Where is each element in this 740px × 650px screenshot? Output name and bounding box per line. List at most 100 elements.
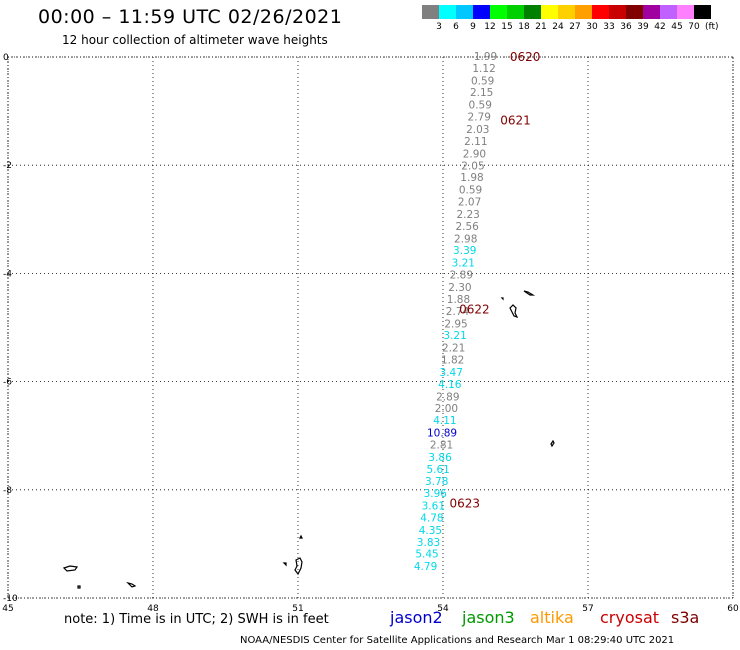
wave-height-value: 2.03 <box>466 124 489 136</box>
wave-height-value: 2.56 <box>455 221 479 233</box>
color-tick-label: 21 <box>535 22 547 32</box>
wave-height-value: 3.61 <box>422 501 445 513</box>
map-subtitle: 12 hour collection of altimeter wave hei… <box>62 33 328 47</box>
island-outline <box>299 534 303 539</box>
color-tick-label: 70 <box>688 22 700 32</box>
color-swatch <box>626 5 643 19</box>
color-tick-label: 42 <box>654 22 666 32</box>
color-swatch <box>660 5 677 19</box>
credit-line: NOAA/NESDIS Center for Satellite Applica… <box>240 635 675 646</box>
color-swatch <box>677 5 694 19</box>
island-outline <box>77 585 81 589</box>
color-swatch <box>609 5 626 19</box>
color-tick-label: 24 <box>552 22 564 32</box>
wave-height-value: 0.59 <box>471 75 494 87</box>
color-swatch <box>558 5 575 19</box>
color-tick-label: 33 <box>603 22 615 32</box>
wave-height-value: 2.00 <box>435 403 458 415</box>
footnote: note: 1) Time is in UTC; 2) SWH is in fe… <box>64 612 329 627</box>
pass-time-label: 0622 <box>459 303 490 317</box>
wave-height-value: 5.61 <box>426 464 449 476</box>
island-outline <box>523 290 536 296</box>
island-outline <box>126 581 137 588</box>
color-tick-label: 45 <box>671 22 683 32</box>
satellite-legend-item: cryosat <box>600 608 660 627</box>
x-tick-label: 60 <box>727 604 739 614</box>
wave-height-value: 3.86 <box>428 452 452 464</box>
wave-height-value: 2.30 <box>448 282 471 294</box>
color-tick-label: 15 <box>501 22 513 32</box>
island-outline <box>500 297 504 301</box>
pass-time-label: 0621 <box>500 113 531 127</box>
wave-height-value: 2.21 <box>442 343 465 355</box>
color-swatch <box>439 5 456 19</box>
wave-height-value: 1.98 <box>460 172 483 184</box>
island-outline <box>294 557 303 576</box>
x-tick-label: 54 <box>437 604 449 614</box>
color-swatch <box>422 5 439 19</box>
x-tick-label: 45 <box>2 604 13 614</box>
unit-label: (ft) <box>705 22 719 32</box>
pass-time-label: 0623 <box>449 496 480 510</box>
color-swatch <box>592 5 609 19</box>
y-tick-label: 0 <box>3 53 9 63</box>
island-outline <box>62 565 79 572</box>
x-tick-label: 51 <box>292 604 303 614</box>
color-swatch <box>456 5 473 19</box>
wave-height-value: 3.21 <box>452 258 475 270</box>
wave-height-value: 3.21 <box>443 330 466 342</box>
wave-height-value: 1.99 <box>474 51 497 63</box>
wave-height-value: 2.95 <box>444 318 467 330</box>
island-outline <box>550 439 555 448</box>
color-swatch <box>643 5 660 19</box>
satellite-legend-item: altika <box>530 608 574 627</box>
wave-height-value: 3.39 <box>453 245 476 257</box>
wave-height-value: 2.23 <box>456 209 479 221</box>
wave-height-value: 2.07 <box>458 197 481 209</box>
color-tick-label: 39 <box>637 22 649 32</box>
wave-height-value: 5.45 <box>415 549 438 561</box>
y-tick-label: -2 <box>3 161 12 171</box>
map-title: 00:00 – 11:59 UTC 02/26/2021 <box>38 6 343 28</box>
wave-height-value: 2.89 <box>450 270 473 282</box>
y-tick-label: -10 <box>3 594 18 604</box>
wave-height-value: 2.98 <box>454 233 477 245</box>
x-tick-label: 57 <box>582 604 593 614</box>
island-outline <box>509 304 519 319</box>
island-outline <box>282 562 287 567</box>
color-swatch <box>575 5 592 19</box>
wave-height-value: 0.59 <box>459 185 482 197</box>
wave-height-value: 0.59 <box>469 100 492 112</box>
color-tick-label: 6 <box>453 22 459 32</box>
y-tick-label: -6 <box>3 378 12 388</box>
wave-height-value: 2.81 <box>430 439 453 451</box>
color-tick-label: 12 <box>484 22 496 32</box>
y-tick-label: -4 <box>3 269 12 279</box>
wave-height-value: 3.96 <box>424 488 448 500</box>
wave-height-value: 1.82 <box>441 355 464 367</box>
wave-height-value: 3.83 <box>417 537 440 549</box>
color-swatch <box>524 5 541 19</box>
wave-height-value: 1.88 <box>447 294 470 306</box>
wave-height-value: 2.05 <box>461 160 484 172</box>
color-tick-label: 18 <box>518 22 530 32</box>
satellite-legend-item: jason2 <box>390 608 443 627</box>
color-swatch <box>473 5 490 19</box>
color-tick-label: 9 <box>470 22 476 32</box>
color-swatch <box>694 5 711 19</box>
wave-height-value: 4.78 <box>420 512 443 524</box>
wave-height-value: 10.89 <box>427 428 457 440</box>
wave-height-value: 4.16 <box>438 379 462 391</box>
wave-height-value: 3.47 <box>440 367 463 379</box>
color-tick-label: 30 <box>586 22 598 32</box>
satellite-legend-item: s3a <box>671 608 700 627</box>
color-swatch <box>507 5 524 19</box>
y-tick-label: -8 <box>3 486 12 496</box>
plot-frame <box>7 56 734 599</box>
wave-height-value: 4.11 <box>433 415 456 427</box>
x-tick-label: 48 <box>147 604 159 614</box>
color-swatch <box>490 5 507 19</box>
pass-time-label: 0620 <box>510 50 541 64</box>
color-tick-label: 36 <box>620 22 632 32</box>
